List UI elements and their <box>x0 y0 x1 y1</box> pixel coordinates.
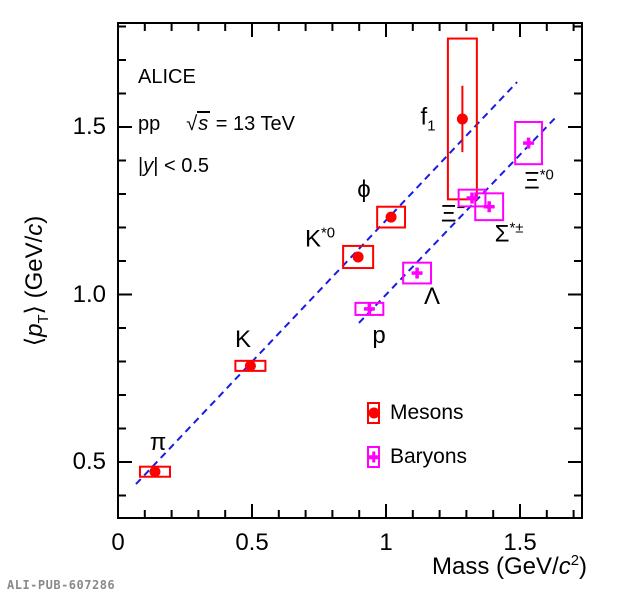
y-title-sub: T <box>35 314 52 324</box>
x-title-c: c <box>558 553 571 580</box>
sys-box-phi <box>376 205 407 229</box>
legend-cross-glyph <box>371 451 376 463</box>
sys-box-xi-star0 <box>514 120 543 166</box>
legend-label-mesons: Mesons <box>390 401 464 424</box>
marker-kstar0 <box>352 251 364 263</box>
y-title-p: p <box>21 323 49 337</box>
y-title-open: ⟨ <box>21 336 49 347</box>
sys-box-f1 <box>446 37 478 201</box>
sqrt-argument: s <box>197 111 211 135</box>
x-title-sup: 2 <box>570 553 579 569</box>
legend-label-baryons: Baryons <box>390 445 468 468</box>
legend-item-mesons: Mesons <box>367 401 467 424</box>
sys-box-sigma-star <box>474 192 505 222</box>
energy-text: = 13 TeV <box>210 113 295 135</box>
marker-pi <box>149 466 161 478</box>
marker-kaon <box>244 360 256 372</box>
rapidity-rest: | < 0.5 <box>153 155 209 177</box>
sqrt-symbol: √ <box>186 113 198 135</box>
y-title-close: ) <box>21 215 49 224</box>
legend-marker-mesons <box>367 402 380 424</box>
marker-f1 <box>456 113 468 125</box>
experiment-label: ALICE <box>138 66 196 88</box>
y-title-c: c <box>21 223 49 236</box>
plot-frame <box>117 22 583 519</box>
marker-phi <box>385 211 397 223</box>
axis-ticks <box>117 23 582 518</box>
rapidity-variable: y <box>143 155 154 177</box>
figure-id-watermark: ALI-PUB-607286 <box>7 578 116 592</box>
collision-system-text: pp <box>138 113 161 135</box>
series-mesons <box>138 37 478 478</box>
sys-box-proton <box>354 301 385 316</box>
legend: Mesons Baryons <box>367 401 468 490</box>
sqrt-s-expression: √s <box>186 111 211 135</box>
legend-marker-baryons <box>367 446 380 468</box>
collision-energy-label: pp √s = 13 TeV <box>138 111 295 136</box>
sys-box-xi-minus <box>457 188 487 208</box>
x-axis-title: Mass (GeV/c2) <box>432 553 587 581</box>
y-axis-title: ⟨pT⟩ (GeV/c) <box>20 216 52 347</box>
rapidity-cut-label: |y| < 0.5 <box>138 154 209 178</box>
meson-trend-line <box>135 81 518 485</box>
rapidity-open: | <box>138 155 144 177</box>
x-title-text: Mass (GeV/ <box>432 553 559 580</box>
x-title-close: ) <box>579 553 587 580</box>
y-title-mid: ⟩ (GeV/ <box>21 235 49 315</box>
legend-circle-glyph <box>368 407 379 419</box>
legend-item-baryons: Baryons <box>367 445 468 468</box>
sys-box-kstar0 <box>342 244 375 270</box>
sys-box-lambda <box>402 261 433 285</box>
series-baryons <box>354 120 543 316</box>
